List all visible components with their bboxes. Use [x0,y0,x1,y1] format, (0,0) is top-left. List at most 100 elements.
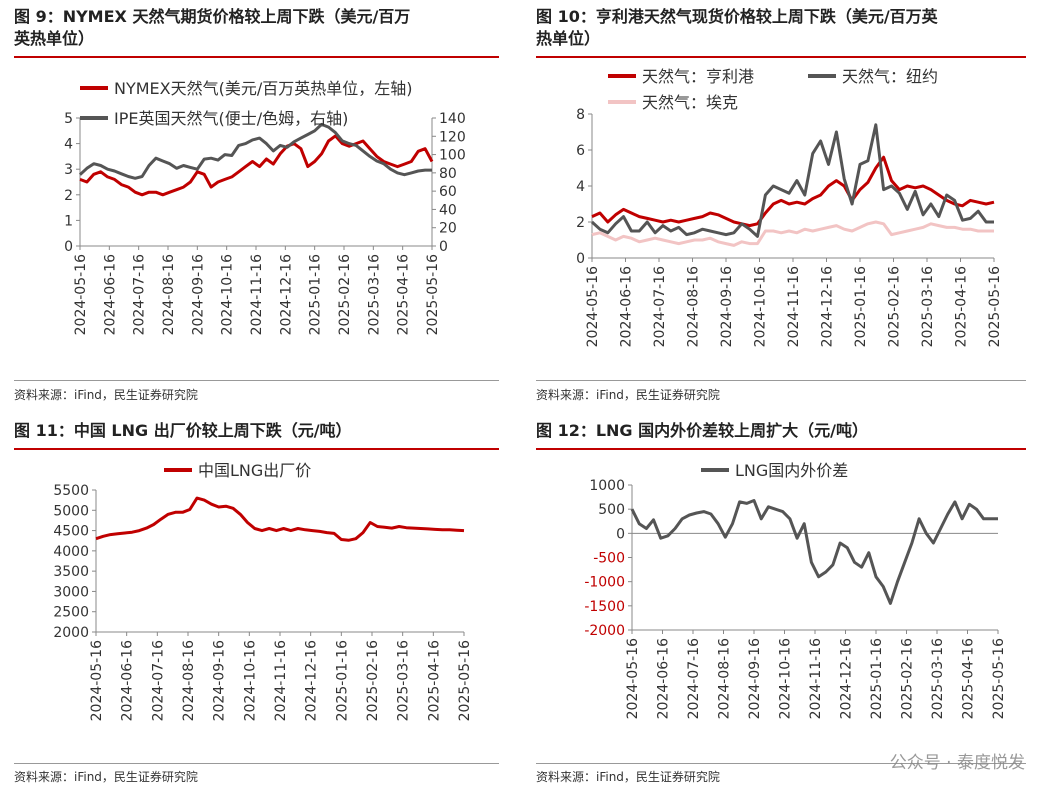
y-tick-label: 3000 [53,584,89,600]
y-right-tick-label: 20 [439,221,457,237]
x-tick-label: 2024-08-16 [686,266,702,347]
y-tick-label: 2 [64,188,73,204]
x-tick-label: 2024-10-16 [242,640,258,721]
source-note: 资料来源：iFind，民生证券研究院 [14,388,198,402]
series-line [591,220,994,247]
legend-label: 天然气：亨利港 [642,67,754,86]
x-tick-label: 2024-05-16 [585,266,601,347]
y-right-tick-label: 100 [439,148,466,164]
y-tick-label: 1 [64,213,73,229]
x-tick-label: 2025-02-16 [887,266,903,347]
y-tick-label: 4 [64,137,73,153]
legend-label: 天然气：埃克 [642,93,738,112]
series-line [95,496,465,542]
source-note: 资料来源：iFind，民生证券研究院 [14,770,198,784]
x-tick-label: 2024-08-16 [717,638,733,719]
x-tick-label: 2025-05-16 [425,254,441,335]
y-tick-label: 3500 [53,564,89,580]
x-tick-label: 2025-01-16 [853,266,869,347]
x-tick-label: 2024-05-16 [625,638,641,719]
chart-title: 图 9：NYMEX 天然气期货价格较上周下跌（美元/百万 英热单位） [14,7,411,48]
chart-panel-fig10: 图 10：亨利港天然气现货价格较上周下跌（美元/百万英 热单位） 0 2 4 6 8 20… [536,6,1026,402]
x-tick-label: 2025-02-16 [365,640,381,721]
x-tick-label: 2024-06-16 [619,266,635,347]
title-rule [536,448,1026,450]
x-tick-label: 2024-10-16 [778,638,794,719]
series-line [590,123,994,238]
chart-panel-fig11: 图 11：中国 LNG 出厂价较上周下跌（元/吨） 2000 2500 3000 35… [14,420,499,790]
y-tick-label: 0 [576,251,585,267]
y-tick-label: 2500 [53,605,89,621]
x-tick-label: 2025-01-16 [308,254,324,335]
x-tick-label: 2025-04-16 [954,266,970,347]
y-tick-label: 3 [64,162,73,178]
source-rule [14,763,499,764]
x-tick-label: 2024-06-16 [102,254,118,335]
line-chart-fig10: 0 2 4 6 8 2024-05-16 2024-06-16 2024-07-16 2024-… [576,67,1003,347]
x-tick-label: 2024-06-16 [656,638,672,719]
y-tick-label: 5 [64,111,73,127]
y-tick-label: 5500 [53,483,89,499]
y-tick-label: 5000 [53,503,89,519]
series-line [591,155,995,228]
x-tick-label: 2024-05-16 [89,640,105,721]
chart-panel-fig12: 图 12：LNG 国内外价差较上周扩大（元/吨） 1000 500 0 -500 -10… [536,420,1026,790]
y-right-tick-label: 120 [439,129,466,145]
y-tick-label: 500 [598,502,625,518]
x-tick-label: 2025-05-16 [991,638,1007,719]
x-tick-label: 2024-05-16 [73,254,89,335]
x-tick-label: 2025-01-16 [334,640,350,721]
y-right-tick-label: 40 [439,202,457,218]
line-chart-fig11: 2000 2500 3000 3500 4000 4500 5000 5500 2024-05-… [53,461,473,721]
x-tick-label: 2024-07-16 [686,638,702,719]
x-tick-label: 2024-09-16 [719,266,735,347]
x-tick-label: 2025-02-16 [900,638,916,719]
title-rule [14,448,499,450]
x-tick-label: 2025-03-16 [920,266,936,347]
legend-label: 天然气：纽约 [842,67,938,86]
source-note: 资料来源：iFind，民生证券研究院 [536,388,720,402]
x-tick-label: 2025-03-16 [366,254,382,335]
chart-title: 图 10：亨利港天然气现货价格较上周下跌（美元/百万英 热单位） [536,7,938,48]
chart-title: 图 12：LNG 国内外价差较上周扩大（元/吨） [536,421,868,440]
x-tick-label: 2024-12-16 [304,640,320,721]
x-tick-label: 2025-03-16 [396,640,412,721]
legend-label: IPE英国天然气(便士/色姆，右轴) [114,109,348,128]
series-line [78,122,432,180]
y-tick-label: 4500 [53,524,89,540]
x-tick-label: 2024-11-16 [273,640,289,721]
title-rule [14,56,499,58]
x-tick-label: 2024-12-16 [839,638,855,719]
series-line [630,499,998,605]
x-tick-label: 2024-07-16 [132,254,148,335]
x-tick-label: 2024-12-16 [820,266,836,347]
y-tick-label: 0 [616,526,625,542]
y-tick-label: 0 [64,239,73,255]
legend-label: NYMEX天然气(美元/百万英热单位，左轴) [114,79,413,98]
y-tick-label: -500 [593,551,625,567]
legend-label: LNG国内外价差 [735,461,848,480]
x-tick-label: 2025-01-16 [869,638,885,719]
source-rule [536,380,1026,381]
y-right-tick-label: 140 [439,111,466,127]
title-rule [536,56,1026,58]
y-tick-label: 4000 [53,544,89,560]
series-line [79,134,434,197]
x-tick-label: 2024-10-16 [220,254,236,335]
x-tick-label: 2024-09-16 [212,640,228,721]
chart-panel-fig9: 图 9：NYMEX 天然气期货价格较上周下跌（美元/百万 英热单位） 0 1 2 3 4… [14,6,499,402]
source-rule [14,380,499,381]
line-chart-fig9: 0 1 2 3 4 5 0 20 40 60 80 100 120 140 2024-05-16 2024-0… [64,79,466,335]
x-tick-label: 2024-07-16 [652,266,668,347]
watermark-text: 公众号 · 泰度悦发 [889,753,1025,773]
y-tick-label: -1500 [584,599,625,615]
x-tick-label: 2024-11-16 [808,638,824,719]
y-tick-label: -2000 [584,623,625,639]
x-tick-label: 2024-11-16 [786,266,802,347]
x-tick-label: 2024-09-16 [190,254,206,335]
x-tick-label: 2025-04-16 [426,640,442,721]
x-tick-label: 2025-04-16 [961,638,977,719]
x-tick-label: 2024-10-16 [753,266,769,347]
y-right-tick-label: 0 [439,239,448,255]
